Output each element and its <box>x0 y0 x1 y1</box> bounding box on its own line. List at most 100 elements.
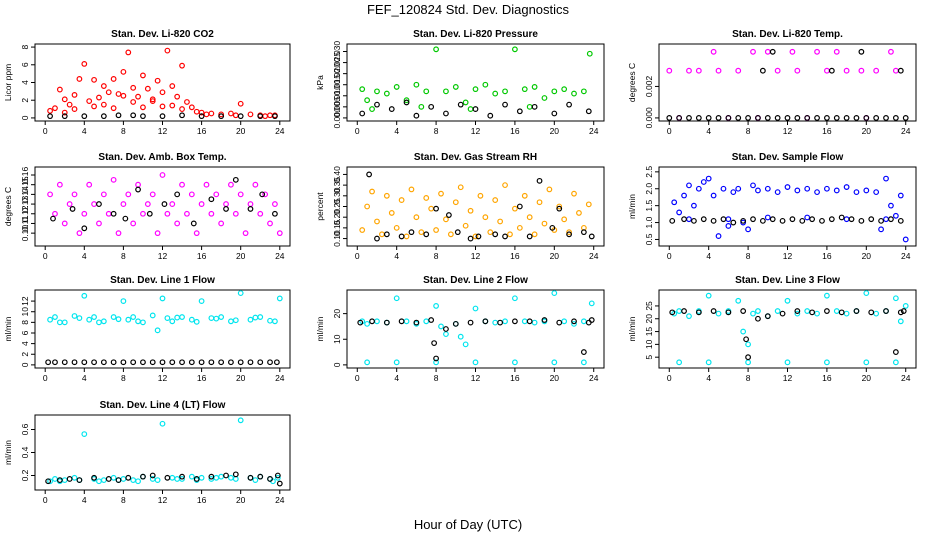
data-point <box>462 99 469 106</box>
data-point <box>56 319 63 326</box>
data-point <box>110 176 117 183</box>
data-point <box>247 316 254 323</box>
data-point <box>91 76 97 83</box>
data-point <box>374 218 380 225</box>
data-point <box>179 62 185 69</box>
data-point <box>521 192 528 199</box>
data-point <box>276 480 283 487</box>
data-point <box>164 474 171 481</box>
data-point <box>745 341 751 348</box>
data-point <box>784 184 791 190</box>
x-tick-label: 4 <box>706 126 711 136</box>
data-point <box>794 115 801 121</box>
data-point <box>774 115 781 121</box>
data-point <box>398 197 405 203</box>
data-point <box>96 319 102 326</box>
data-point <box>169 474 176 481</box>
data-point <box>140 473 146 480</box>
data-point <box>897 217 904 224</box>
y-tick-label: 8 <box>20 44 30 49</box>
data-point <box>388 106 395 112</box>
data-point <box>868 216 875 223</box>
data-point <box>512 46 518 53</box>
data-point <box>86 316 93 323</box>
data-point <box>115 91 122 97</box>
x-tick-label: 16 <box>822 373 832 383</box>
data-point <box>897 318 904 325</box>
data-point <box>100 101 107 108</box>
data-point <box>819 217 825 224</box>
data-point <box>580 349 587 355</box>
scatter-panel: Stan. Dev. Line 4 (LT) Flow ml/min 0 4 8 12 16… <box>3 400 291 505</box>
data-point <box>169 318 176 325</box>
data-point <box>710 192 717 199</box>
data-point <box>873 189 880 196</box>
y-tick-label: 0.005 <box>332 96 342 118</box>
x-tick-label: 0 <box>667 251 672 261</box>
x-tick-label: 24 <box>275 126 285 136</box>
data-point <box>130 314 137 320</box>
data-point <box>571 318 577 325</box>
data-point <box>169 83 176 89</box>
data-point <box>100 191 107 198</box>
data-point <box>374 318 380 325</box>
data-point <box>198 474 205 481</box>
data-point <box>125 191 132 198</box>
data-point <box>76 230 83 237</box>
y-tick-label: 0.35 <box>332 177 342 194</box>
data-point <box>232 471 239 478</box>
y-tick-label: 15 <box>644 327 654 337</box>
x-tick-label: 16 <box>510 126 520 136</box>
data-point <box>120 298 127 304</box>
x-tick-label: 4 <box>82 126 87 136</box>
data-point <box>159 89 166 96</box>
y-tick-label: 2 <box>20 98 30 103</box>
data-point <box>443 331 449 338</box>
data-point <box>188 359 195 366</box>
x-tick-label: 20 <box>862 126 872 136</box>
data-point <box>764 214 771 221</box>
data-point <box>848 216 855 223</box>
x-tick-label: 16 <box>197 251 207 261</box>
data-point <box>135 93 141 100</box>
data-point <box>174 191 181 198</box>
data-point <box>71 191 78 198</box>
data-point <box>96 220 102 227</box>
data-point <box>193 230 200 237</box>
y-axis-label: degrees C <box>3 187 13 226</box>
data-point <box>794 67 801 74</box>
x-tick-label: 0 <box>43 373 48 383</box>
data-point <box>695 115 702 121</box>
data-point <box>262 113 269 120</box>
data-point <box>228 359 234 366</box>
data-point <box>438 323 444 330</box>
data-point <box>779 217 786 224</box>
data-point <box>276 295 283 302</box>
data-point <box>892 115 899 121</box>
data-point <box>784 297 791 304</box>
y-tick-label: 0.030 <box>332 41 342 63</box>
data-point <box>789 48 796 55</box>
data-point <box>149 359 156 366</box>
data-point <box>671 199 678 206</box>
data-point <box>61 113 68 120</box>
data-point <box>695 309 702 316</box>
x-tick-label: 16 <box>197 373 207 383</box>
data-point <box>398 233 405 240</box>
data-point <box>477 192 484 199</box>
data-point <box>159 103 166 110</box>
data-point <box>188 473 195 480</box>
data-point <box>237 113 244 120</box>
data-point <box>502 318 508 325</box>
data-point <box>174 220 181 227</box>
data-point <box>433 205 439 212</box>
y-axis-label: degrees C <box>627 63 637 102</box>
data-point <box>130 359 137 366</box>
panel-title: Stan. Dev. Gas Stream RH <box>414 152 537 163</box>
data-point <box>120 476 127 482</box>
data-point <box>764 48 771 55</box>
data-point <box>576 210 582 216</box>
data-point <box>428 317 435 323</box>
data-point <box>507 231 513 238</box>
y-tick-label: 2 <box>20 352 30 357</box>
